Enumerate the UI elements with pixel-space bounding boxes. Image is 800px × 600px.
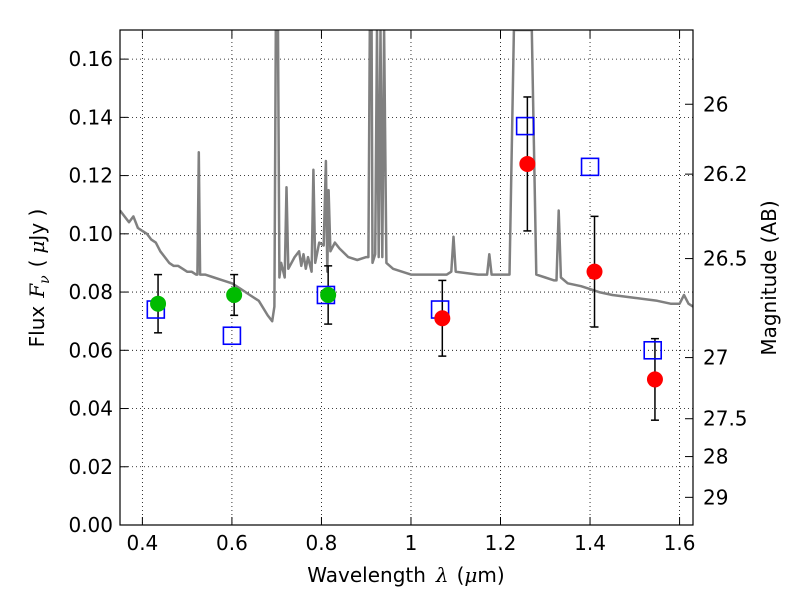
y2-tick-label: 27.5 bbox=[703, 407, 748, 431]
spectrum-layer bbox=[120, 30, 693, 323]
y-tick-label: 0.02 bbox=[68, 455, 113, 479]
y-tick-label: 0.10 bbox=[68, 222, 113, 246]
x-axis-label-text: Wavelength bbox=[307, 563, 426, 587]
x-axis-label: Wavelength λ (μm) bbox=[307, 563, 504, 587]
observed-nir-point bbox=[586, 263, 603, 280]
plot-frame bbox=[119, 29, 694, 526]
y-axis-label-unit-open: ( bbox=[25, 260, 49, 268]
x-axis-label-unit-rest: m) bbox=[477, 563, 504, 587]
observed-optical-point bbox=[226, 286, 243, 303]
y-axis-label: Flux Fν ( μJy ) bbox=[25, 209, 53, 348]
y2-tick-label: 28 bbox=[703, 445, 728, 469]
y-tick-label: 0.00 bbox=[68, 513, 113, 537]
model-photometry-square bbox=[222, 326, 242, 346]
x-tick-label: 1.4 bbox=[574, 531, 606, 555]
y-tick-label: 0.16 bbox=[68, 47, 113, 71]
y-tick-label: 0.12 bbox=[68, 164, 113, 188]
x-axis-label-unit-mu: μ bbox=[464, 563, 477, 587]
y-axis-label-unit-mu: μ bbox=[25, 241, 49, 254]
x-axis-label-lambda: λ bbox=[435, 563, 449, 587]
y2-tick-label: 26 bbox=[703, 92, 728, 116]
y-ticks: 0.00 0.02 0.04 0.06 0.08 0.10 0.12 0.14 0.16 bbox=[68, 47, 128, 537]
y-axis-label-f: F bbox=[25, 283, 49, 299]
markers-layer bbox=[146, 96, 663, 421]
y2-ticks: 26 26.2 26.5 27 27.5 28 29 bbox=[685, 92, 748, 509]
x-tick-label: 1.2 bbox=[485, 531, 517, 555]
y-tick-label: 0.04 bbox=[68, 397, 113, 421]
observed-nir-point bbox=[519, 155, 536, 172]
x-tick-label: 0.8 bbox=[306, 531, 338, 555]
y2-tick-label: 27 bbox=[703, 346, 728, 370]
grid bbox=[120, 30, 693, 526]
y-axis-label-nu: ν bbox=[37, 275, 53, 284]
spectrum-line bbox=[120, 30, 693, 323]
x-axis-label-unit-open: ( bbox=[457, 563, 465, 587]
x-tick-label: 1.6 bbox=[664, 531, 696, 555]
y-axis-label-text: Flux bbox=[25, 306, 49, 348]
x-tick-label: 0.4 bbox=[126, 531, 158, 555]
observed-optical-point bbox=[320, 286, 337, 303]
y2-tick-label: 26.2 bbox=[703, 162, 748, 186]
model-photometry-square bbox=[515, 116, 535, 136]
y-axis-label-unit-rest: Jy ) bbox=[25, 209, 49, 243]
model-photometry-square bbox=[580, 157, 600, 177]
x-tick-label: 1 bbox=[405, 531, 418, 555]
y-tick-label: 0.14 bbox=[68, 105, 113, 129]
observed-nir-point bbox=[646, 371, 663, 388]
observed-nir-point bbox=[434, 310, 451, 327]
y-tick-label: 0.06 bbox=[68, 338, 113, 362]
observed-optical-point bbox=[150, 295, 167, 312]
y2-tick-label: 29 bbox=[703, 485, 728, 509]
y-tick-label: 0.08 bbox=[68, 280, 113, 304]
y2-tick-label: 26.5 bbox=[703, 247, 748, 271]
model-photometry-square bbox=[643, 340, 663, 360]
x-tick-label: 0.6 bbox=[216, 531, 248, 555]
y2-axis-label: Magnitude (AB) bbox=[757, 200, 781, 355]
x-ticks: 0.4 0.6 0.8 1 1.2 1.4 1.6 bbox=[126, 30, 695, 555]
